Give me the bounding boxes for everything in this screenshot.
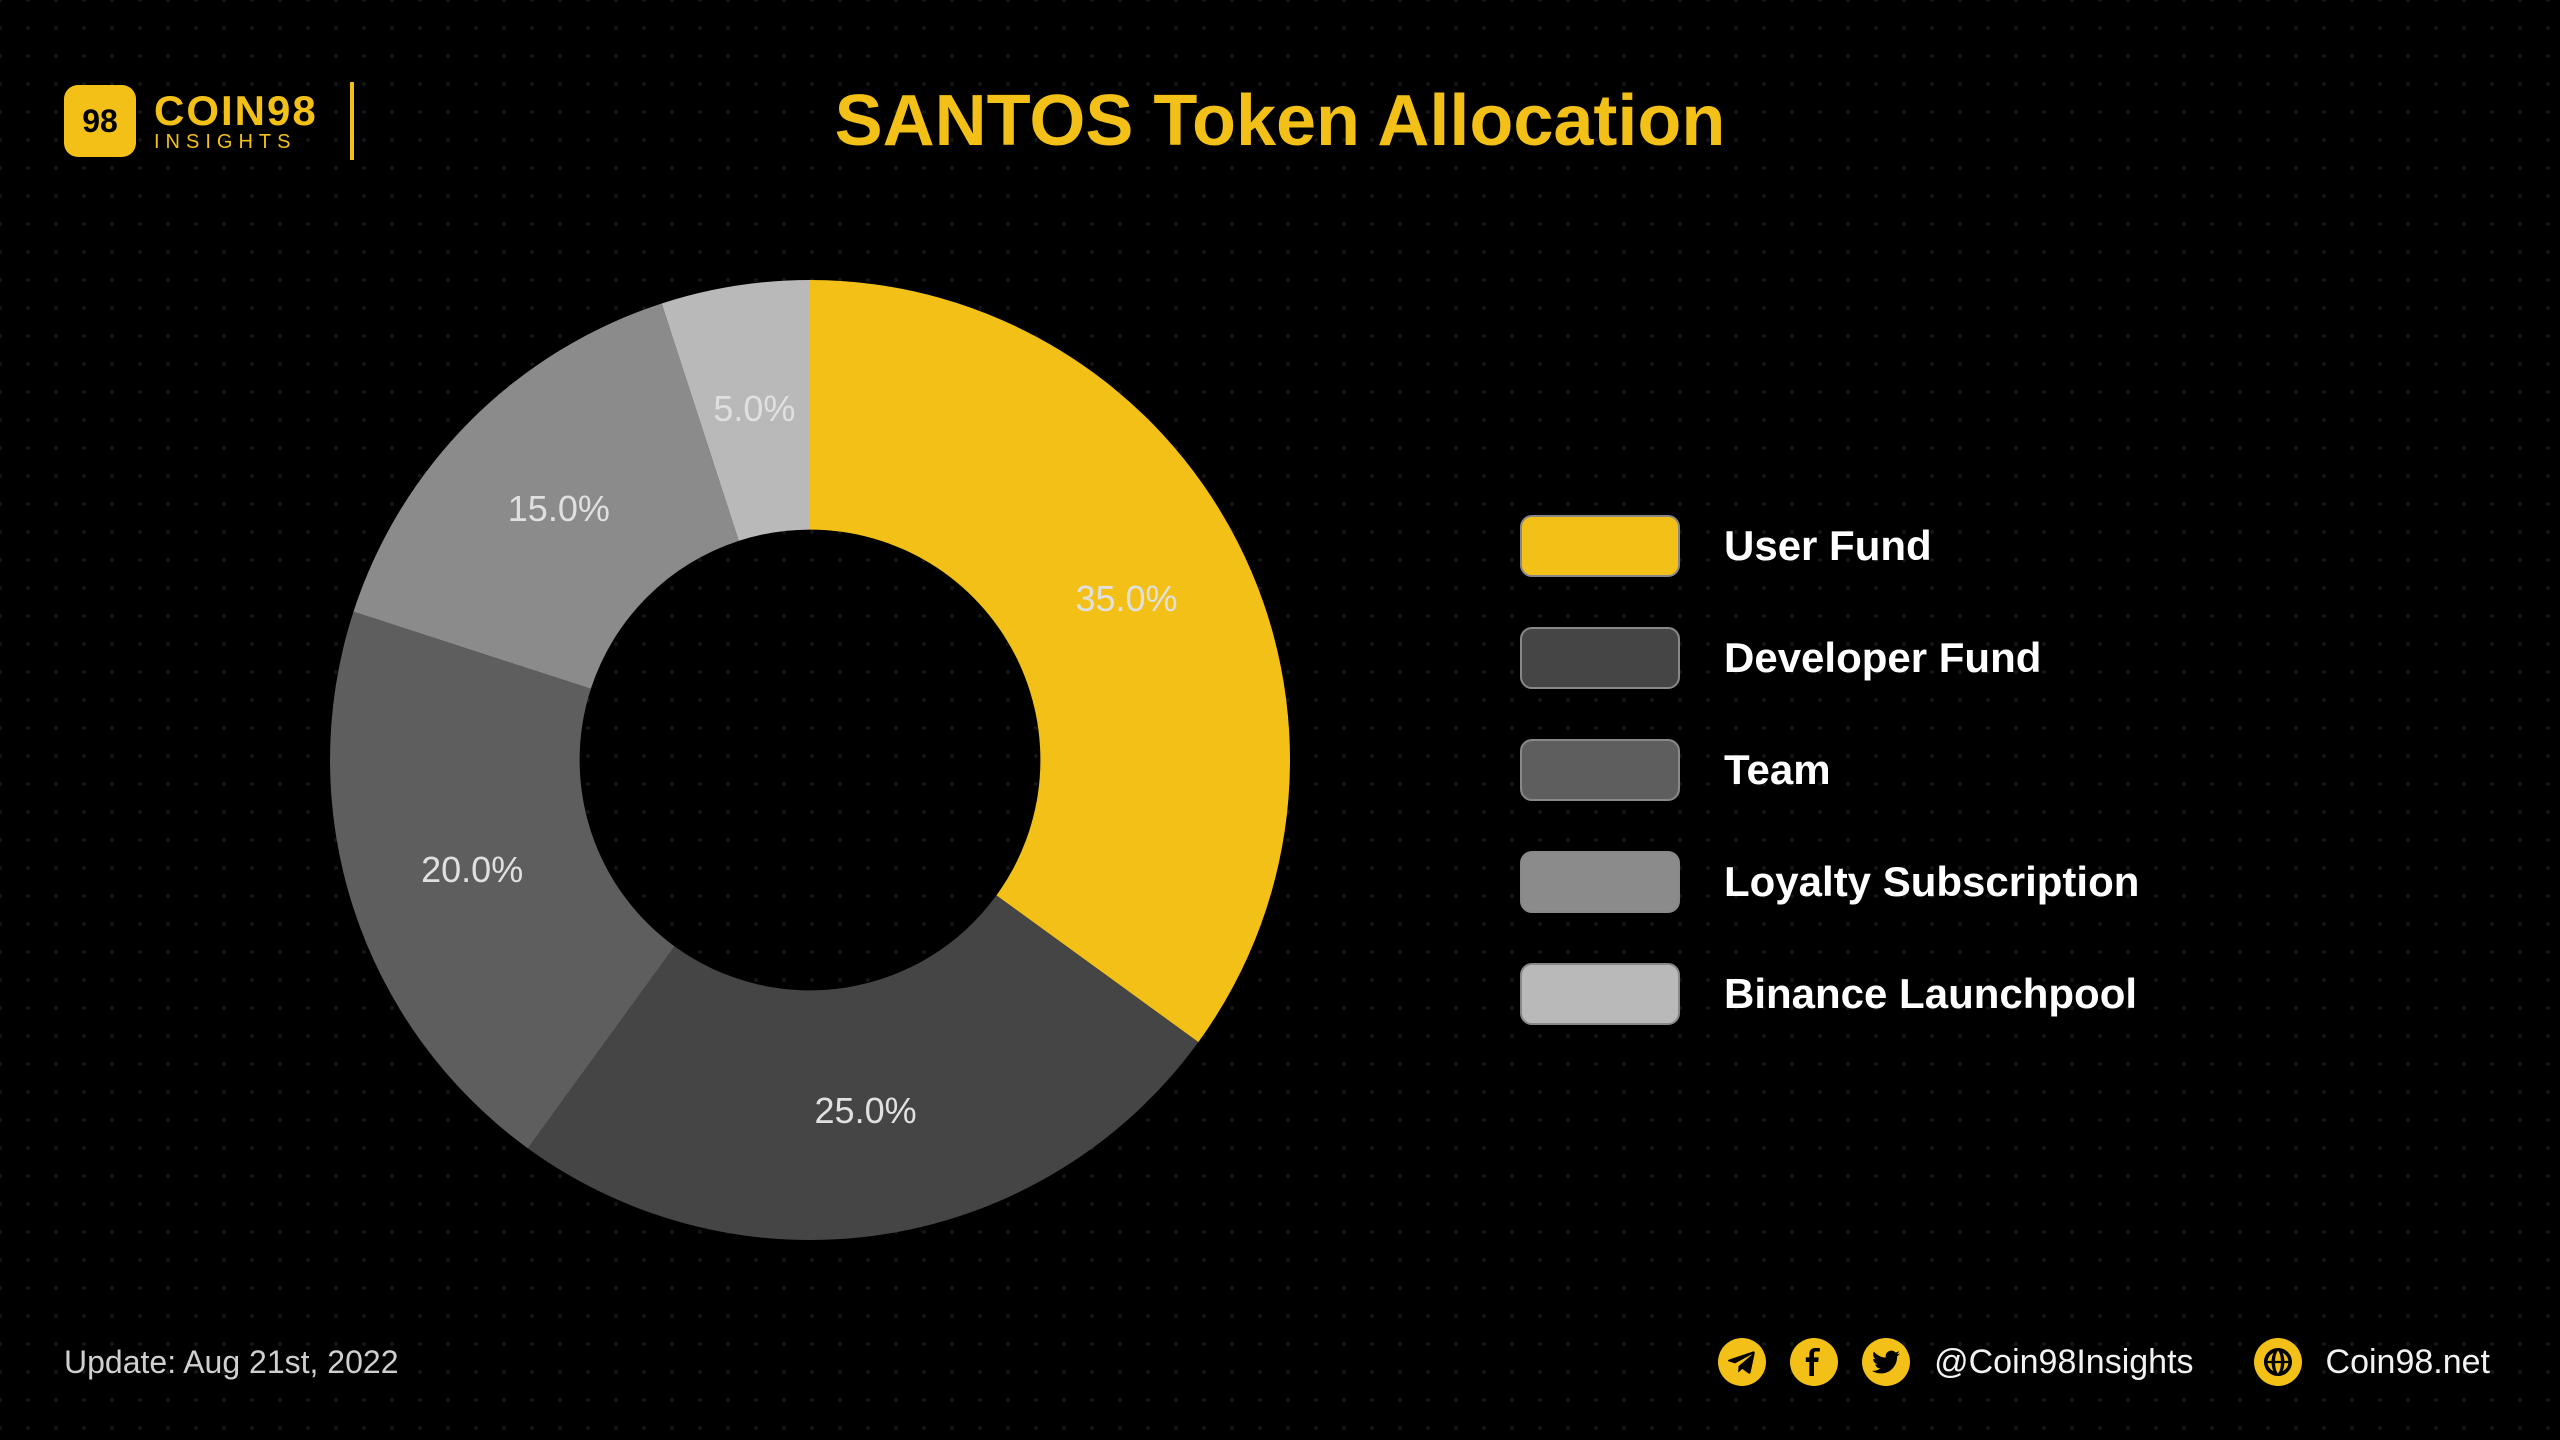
brand-badge: 98 xyxy=(64,85,136,157)
site-group: Coin98.net xyxy=(2254,1338,2490,1386)
footer-right: @Coin98Insights Coin98.net xyxy=(1718,1338,2490,1386)
legend-swatch xyxy=(1520,627,1680,689)
brand-text: COIN98 INSIGHTS xyxy=(154,90,318,152)
legend-item: User Fund xyxy=(1520,515,2139,577)
legend-swatch xyxy=(1520,851,1680,913)
donut-chart: 35.0% 25.0% 20.0% 15.0% 5.0% xyxy=(310,260,1310,1260)
brand-logo: 98 COIN98 INSIGHTS xyxy=(64,82,354,160)
legend-swatch xyxy=(1520,515,1680,577)
legend-swatch xyxy=(1520,739,1680,801)
slice-label: 5.0% xyxy=(713,388,795,430)
slice-label: 15.0% xyxy=(508,488,610,530)
slice-label: 25.0% xyxy=(815,1090,917,1132)
brand-divider xyxy=(350,82,354,160)
donut-slice xyxy=(810,280,1290,1042)
brand-name-top: COIN98 xyxy=(154,90,318,132)
facebook-icon xyxy=(1790,1338,1838,1386)
globe-icon xyxy=(2254,1338,2302,1386)
legend-item: Team xyxy=(1520,739,2139,801)
legend-label: Binance Launchpool xyxy=(1724,970,2137,1018)
legend-label: Developer Fund xyxy=(1724,634,2041,682)
site-label: Coin98.net xyxy=(2326,1343,2490,1382)
slice-label: 20.0% xyxy=(421,849,523,891)
legend-label: User Fund xyxy=(1724,522,1932,570)
legend-label: Team xyxy=(1724,746,1831,794)
slice-label: 35.0% xyxy=(1075,578,1177,620)
update-text: Update: Aug 21st, 2022 xyxy=(64,1344,398,1381)
footer: Update: Aug 21st, 2022 @Coin98Insights C… xyxy=(64,1338,2490,1386)
telegram-icon xyxy=(1718,1338,1766,1386)
legend: User Fund Developer Fund Team Loyalty Subsc… xyxy=(1520,515,2139,1025)
social-handle: @Coin98Insights xyxy=(1934,1343,2193,1382)
page-title: SANTOS Token Allocation xyxy=(835,80,1726,162)
legend-swatch xyxy=(1520,963,1680,1025)
legend-item: Developer Fund xyxy=(1520,627,2139,689)
legend-label: Loyalty Subscription xyxy=(1724,858,2139,906)
twitter-icon xyxy=(1862,1338,1910,1386)
brand-name-bottom: INSIGHTS xyxy=(154,132,318,152)
legend-item: Loyalty Subscription xyxy=(1520,851,2139,913)
social-handle-group: @Coin98Insights xyxy=(1718,1338,2193,1386)
legend-item: Binance Launchpool xyxy=(1520,963,2139,1025)
